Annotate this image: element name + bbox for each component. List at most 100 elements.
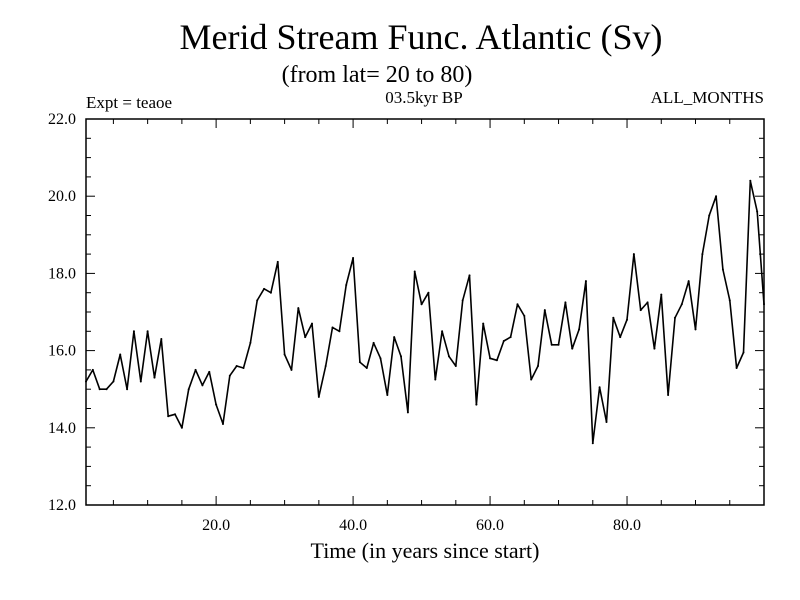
data-point (571, 347, 574, 350)
data-point (728, 299, 731, 302)
data-point (194, 368, 197, 371)
data-point (304, 336, 307, 339)
data-point (619, 336, 622, 339)
data-point (468, 274, 471, 277)
data-point (160, 338, 163, 341)
data-point (447, 355, 450, 358)
data-point (537, 365, 539, 368)
data-point (475, 403, 478, 406)
data-point (708, 214, 711, 217)
data-point (201, 384, 204, 387)
data-point (612, 316, 615, 319)
data-point (132, 330, 135, 333)
data-point (283, 353, 286, 356)
data-point (345, 283, 348, 286)
data-point (639, 309, 642, 312)
data-point (564, 301, 567, 304)
x-tick-label: 60.0 (476, 517, 504, 534)
data-point (413, 270, 416, 273)
data-point (434, 378, 437, 381)
data-point (605, 421, 608, 424)
chart-title: Merid Stream Func. Atlantic (Sv) (180, 17, 663, 57)
data-point (557, 343, 560, 346)
y-tick-label: 22.0 (48, 111, 76, 128)
y-tick-label: 20.0 (48, 188, 76, 205)
data-points (85, 179, 765, 445)
data-point (694, 328, 697, 331)
plot-frame (85, 118, 765, 506)
data-point (105, 388, 108, 391)
data-point (756, 210, 759, 213)
data-point (228, 374, 231, 377)
x-axis-label: Time (in years since start) (311, 538, 540, 563)
data-point (187, 388, 190, 391)
data-point (461, 299, 464, 302)
data-point (749, 179, 752, 182)
data-point (454, 365, 457, 368)
y-tick-label: 18.0 (48, 265, 76, 282)
data-point (441, 330, 444, 333)
data-point (482, 322, 485, 325)
data-point (721, 268, 724, 271)
data-point (167, 415, 170, 418)
data-point (331, 326, 334, 329)
data-point (256, 299, 259, 302)
data-point (208, 370, 211, 373)
data-point (221, 422, 224, 425)
y-tick-label: 14.0 (48, 420, 76, 437)
x-tick-label: 20.0 (202, 517, 230, 534)
data-point (153, 376, 156, 379)
data-point (495, 359, 498, 362)
data-point (174, 413, 177, 416)
data-point (667, 393, 670, 396)
data-point (420, 303, 423, 306)
data-point (91, 368, 94, 371)
data-point (263, 287, 266, 290)
data-point (215, 403, 218, 406)
data-point (646, 301, 649, 304)
data-point (276, 260, 279, 263)
x-tick-label: 40.0 (339, 517, 367, 534)
data-point (297, 307, 300, 310)
data-point (550, 343, 553, 346)
data-point (406, 411, 409, 414)
data-point (180, 426, 183, 429)
y-tick-label: 12.0 (48, 497, 76, 514)
data-point (502, 339, 505, 342)
data-point (242, 366, 245, 369)
data-point (523, 314, 526, 317)
y-tick-label: 16.0 (48, 343, 76, 360)
x-tick-label: 80.0 (613, 517, 641, 534)
data-point (358, 361, 361, 364)
data-point (311, 322, 313, 325)
data-point (591, 442, 594, 445)
data-point (372, 341, 375, 344)
data-point (543, 309, 546, 312)
data-point (400, 355, 403, 358)
data-point (715, 195, 718, 198)
data-point (598, 386, 601, 389)
data-point (701, 253, 704, 256)
data-point (126, 388, 129, 391)
data-point (146, 330, 149, 333)
data-point (626, 318, 629, 321)
data-point (269, 291, 272, 294)
data-point (427, 291, 430, 294)
data-point (509, 336, 512, 339)
data-point (112, 380, 115, 383)
data-point (324, 365, 327, 368)
data-point (578, 328, 581, 331)
data-point (317, 395, 320, 398)
period-label: 03.5kyr BP (385, 88, 462, 107)
data-point (653, 347, 656, 350)
data-point (386, 393, 389, 396)
data-point (680, 303, 683, 306)
data-point (98, 388, 101, 391)
data-point (489, 357, 492, 360)
series-line (85, 180, 765, 445)
data-point (139, 380, 142, 383)
chart-subtitle: (from lat= 20 to 80) (282, 62, 473, 88)
data-point (352, 256, 355, 259)
data-point (290, 368, 293, 371)
